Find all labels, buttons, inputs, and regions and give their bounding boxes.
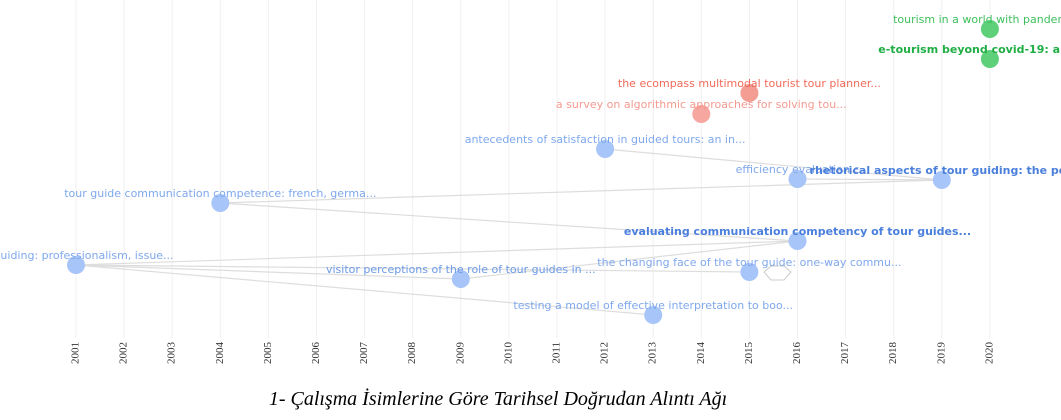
paper-node: [932, 171, 951, 189]
year-label: 2006: [310, 342, 322, 365]
paper-node: [692, 105, 711, 123]
year-label: 2011: [551, 342, 563, 364]
paper-node: [980, 20, 999, 38]
year-label: 2018: [887, 342, 899, 365]
year-label: 2009: [454, 342, 466, 365]
citation-edge: [797, 178, 942, 181]
year-label: 2016: [791, 342, 803, 365]
citation-edge: [605, 148, 942, 181]
paper-label: the changing face of the tour guide: one…: [597, 256, 901, 269]
citation-edge: [220, 202, 798, 242]
citation-edge: [220, 179, 942, 204]
paper-label: visitor perceptions of the role of tour …: [326, 263, 596, 276]
year-label: 2010: [502, 342, 514, 365]
paper-node: [788, 170, 807, 188]
paper-label: tourism in a world with pandemics:: [893, 13, 1061, 26]
paper-node: [980, 50, 999, 68]
year-label: 2020: [983, 342, 995, 365]
citation-edge: [75, 240, 798, 266]
year-label: 2001: [70, 342, 82, 364]
paper-label: rhetorical aspects of tour guiding: the …: [810, 164, 1061, 177]
citation-edge: [75, 264, 654, 316]
year-label: 2005: [262, 342, 274, 365]
year-label: 2012: [599, 342, 611, 364]
paper-label: a survey on algorithmic approaches for s…: [556, 98, 847, 111]
citation-edge: [460, 240, 798, 280]
paper-node: [644, 306, 663, 324]
paper-node: [740, 263, 759, 281]
year-label: 2004: [214, 342, 226, 365]
paper-node: [451, 270, 470, 288]
year-label: 2008: [406, 342, 418, 365]
paper-node: [788, 232, 807, 250]
hex-icon: [763, 265, 792, 281]
paper-label: evaluating communication competency of t…: [624, 225, 971, 238]
paper-node: [67, 256, 85, 274]
paper-label: the ecompass multimodal tourist tour pla…: [618, 77, 881, 90]
paper-node: [596, 140, 615, 158]
paper-node: [740, 84, 759, 102]
paper-label: testing a model of effective interpretat…: [513, 299, 793, 312]
caption: 1- Çalışma İsimlerine Göre Tarihsel Doğr…: [269, 387, 727, 410]
paper-label: ur guiding: professionalism, issue...: [0, 249, 174, 262]
nodes: tourism in a world with pandemics: e-tour…: [0, 13, 1061, 324]
paper-node: [211, 194, 230, 212]
year-label: 2007: [358, 342, 370, 365]
edges: [75, 148, 942, 316]
paper-label: efficiency evaluation c: [736, 163, 860, 176]
paper-label: e-tourism beyond covid-19: a call fo: [878, 43, 1061, 56]
year-label: 2015: [743, 342, 755, 365]
year-label: 2003: [166, 342, 178, 365]
year-label: 2019: [935, 342, 947, 365]
grid: 2001 2002 2003 2004 2005 2006 2007 2008 2009 2010…: [70, 0, 995, 365]
citation-edge: [75, 264, 750, 273]
year-label: 2014: [695, 342, 707, 365]
paper-label: tour guide communication competence: fre…: [64, 187, 376, 200]
citation-edge: [75, 264, 461, 280]
year-label: 2002: [118, 342, 130, 364]
year-label: 2017: [839, 342, 851, 365]
year-label: 2013: [647, 342, 659, 365]
paper-label: antecedents of satisfaction in guided to…: [465, 133, 746, 146]
